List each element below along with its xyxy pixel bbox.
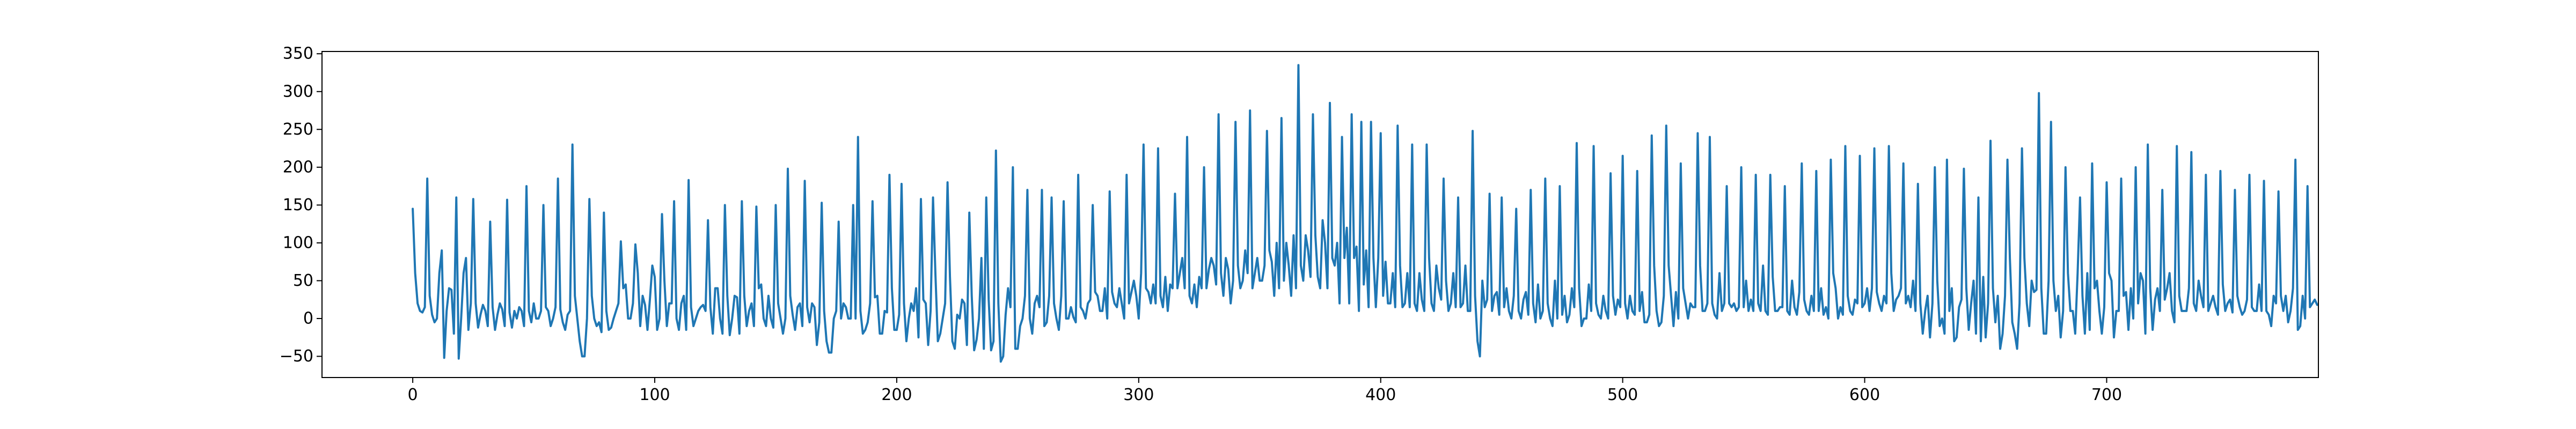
y-tick-label: 200	[283, 158, 313, 176]
x-tick-label: 500	[1607, 386, 1638, 404]
x-tick-label: 700	[2091, 386, 2122, 404]
x-axis: 0 100 200 300 400 500 600 700	[408, 378, 2122, 404]
plot-area	[412, 64, 2318, 363]
x-tick-label: 200	[881, 386, 912, 404]
x-tick-label: 300	[1123, 386, 1154, 404]
y-tick-label: 0	[303, 309, 313, 328]
x-tick-label: 100	[639, 386, 670, 404]
series-line	[412, 64, 2318, 363]
x-tick-label: 400	[1365, 386, 1396, 404]
series-0	[412, 64, 2318, 363]
y-tick-label: −50	[280, 347, 313, 366]
y-tick-label: 50	[293, 271, 313, 290]
y-axis: −50 0 50 100 150 200 250 300 350	[280, 45, 322, 366]
y-tick-label: 300	[283, 82, 313, 101]
y-tick-label: 150	[283, 196, 313, 214]
y-tick-label: 100	[283, 233, 313, 252]
y-tick-label: 250	[283, 120, 313, 139]
y-tick-label: 350	[283, 45, 313, 63]
plot-frame	[321, 51, 2319, 378]
x-tick-label: 600	[1849, 386, 1880, 404]
x-tick-label: 0	[408, 386, 418, 404]
